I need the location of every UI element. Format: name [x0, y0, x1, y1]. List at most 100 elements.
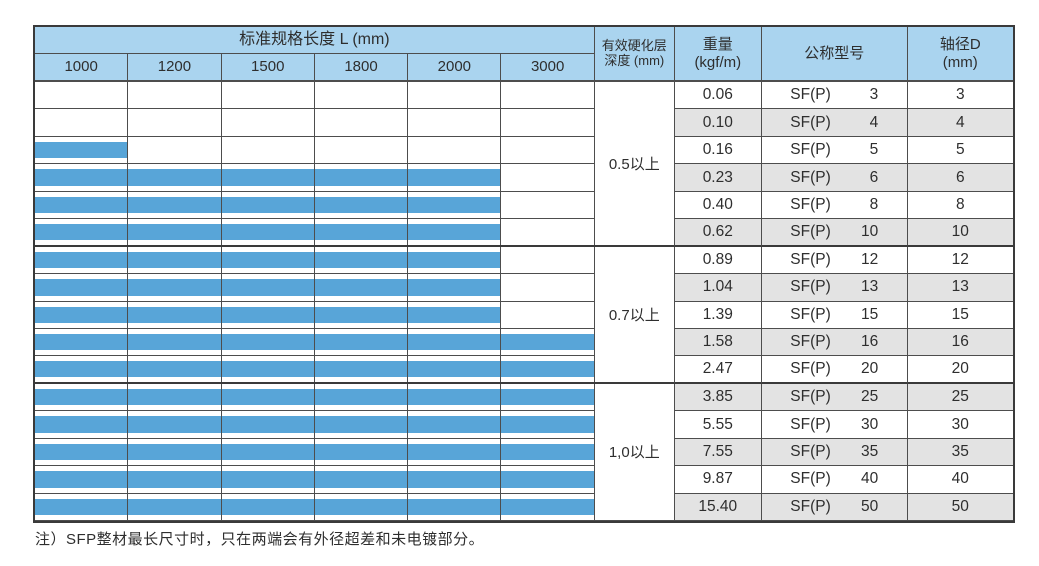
- weight-cell: 2.47: [674, 356, 762, 384]
- length-cell-3000: [501, 356, 595, 382]
- model-designation: SF(P) 40: [790, 470, 878, 488]
- length-cell-3000: [501, 438, 595, 466]
- length-cell-1800: [315, 164, 409, 191]
- model-prefix: SF(P): [790, 333, 831, 351]
- length-cell-1800: [315, 411, 409, 438]
- length-cell-1000: [35, 136, 129, 164]
- weight-cell: 0.16: [674, 136, 762, 165]
- model-prefix: SF(P): [790, 141, 831, 159]
- length-availability-row: [35, 383, 595, 412]
- length-cell-1200: [128, 274, 222, 301]
- length-cell-3000: [501, 219, 595, 245]
- length-cell-3000: [501, 109, 595, 136]
- diameter-cell: 6: [907, 164, 1013, 192]
- weight-cell: 9.87: [674, 466, 762, 494]
- length-cell-2000: [408, 219, 502, 245]
- length-availability-row: [35, 82, 595, 110]
- length-cell-1800: [315, 246, 409, 274]
- length-cell-3000: [501, 466, 595, 493]
- length-cell-2000: [408, 493, 502, 520]
- header-length-1800: 1800: [314, 54, 409, 82]
- length-cell-1000: [35, 164, 129, 191]
- model-cell: SF(P) 12: [761, 246, 908, 275]
- length-cell-3000: [501, 383, 595, 411]
- model-prefix: SF(P): [790, 388, 831, 406]
- header-weight: 重量 (kgf/m): [674, 27, 762, 82]
- availability-bar: [35, 416, 595, 433]
- footnote: 注）SFP整材最长尺寸时，只在两端会有外径超差和未电镀部分。: [35, 531, 485, 548]
- length-cell-1000: [35, 438, 129, 466]
- model-prefix: SF(P): [790, 250, 831, 268]
- length-cell-1000: [35, 246, 129, 274]
- length-cell-1800: [315, 466, 409, 493]
- length-cell-1500: [222, 411, 315, 438]
- length-cell-2000: [408, 191, 502, 219]
- availability-bar: [35, 279, 502, 296]
- length-cell-2000: [408, 438, 502, 466]
- weight-cell: 1.39: [674, 301, 762, 329]
- model-cell: SF(P) 3: [761, 82, 908, 110]
- weight-cell: 0.06: [674, 82, 762, 110]
- model-number: 12: [861, 250, 879, 268]
- model-number: 25: [861, 388, 879, 406]
- header-diameter-line2: (mm): [942, 53, 978, 71]
- length-availability-row: [35, 411, 595, 439]
- model-number: 13: [861, 278, 879, 296]
- model-number: 6: [869, 168, 879, 186]
- length-availability-row: [35, 246, 595, 275]
- header-weight-line2: (kgf/m): [694, 53, 742, 71]
- length-cell-1500: [222, 164, 315, 191]
- length-cell-1200: [128, 219, 222, 245]
- model-designation: SF(P) 25: [790, 388, 878, 406]
- model-cell: SF(P) 25: [761, 383, 908, 412]
- model-prefix: SF(P): [790, 360, 831, 378]
- length-cell-1500: [222, 493, 315, 520]
- model-number: 15: [861, 305, 879, 323]
- header-model: 公称型号: [761, 27, 908, 82]
- length-cell-3000: [501, 136, 595, 164]
- diameter-cell: 4: [907, 109, 1013, 137]
- length-cell-3000: [501, 301, 595, 328]
- length-cell-2000: [408, 136, 502, 164]
- length-availability-row: [35, 274, 595, 302]
- length-cell-2000: [408, 246, 502, 274]
- header-weight-line1: 重量: [702, 36, 733, 54]
- availability-bar: [35, 443, 595, 461]
- model-cell: SF(P) 10: [761, 219, 908, 247]
- length-cell-1000: [35, 82, 129, 109]
- length-cell-2000: [408, 109, 502, 136]
- length-cell-1200: [128, 411, 222, 438]
- diameter-cell: 35: [907, 438, 1013, 467]
- header-hardness-depth: 有效硬化层 深度 (mm): [594, 27, 675, 82]
- model-prefix: SF(P): [790, 470, 831, 488]
- length-cell-1000: [35, 466, 129, 493]
- length-cell-1200: [128, 328, 222, 356]
- model-number: 3: [869, 86, 879, 104]
- length-cell-1500: [222, 274, 315, 301]
- length-cell-2000: [408, 411, 502, 438]
- model-designation: SF(P) 13: [790, 278, 878, 296]
- weight-cell: 15.40: [674, 493, 762, 521]
- header-length-1500: 1500: [221, 54, 315, 82]
- length-cell-1800: [315, 301, 409, 328]
- length-cell-1500: [222, 356, 315, 382]
- model-prefix: SF(P): [790, 497, 831, 515]
- length-cell-3000: [501, 246, 595, 274]
- model-prefix: SF(P): [790, 223, 831, 240]
- length-cell-1500: [222, 301, 315, 328]
- spec-table: 标准规格长度 L (mm) 有效硬化层 深度 (mm) 重量 (kgf/m) 公…: [33, 25, 1015, 523]
- length-cell-1500: [222, 136, 315, 164]
- model-cell: SF(P) 16: [761, 328, 908, 357]
- length-cell-1000: [35, 274, 129, 301]
- length-cell-1200: [128, 438, 222, 466]
- model-number: 35: [861, 443, 879, 460]
- availability-bar: [35, 141, 129, 159]
- weight-cell: 0.10: [674, 109, 762, 137]
- length-cell-1800: [315, 82, 409, 109]
- model-number: 16: [861, 333, 879, 351]
- availability-bar: [35, 224, 502, 240]
- length-availability-row: [35, 164, 595, 192]
- model-prefix: SF(P): [790, 113, 831, 131]
- length-cell-2000: [408, 328, 502, 356]
